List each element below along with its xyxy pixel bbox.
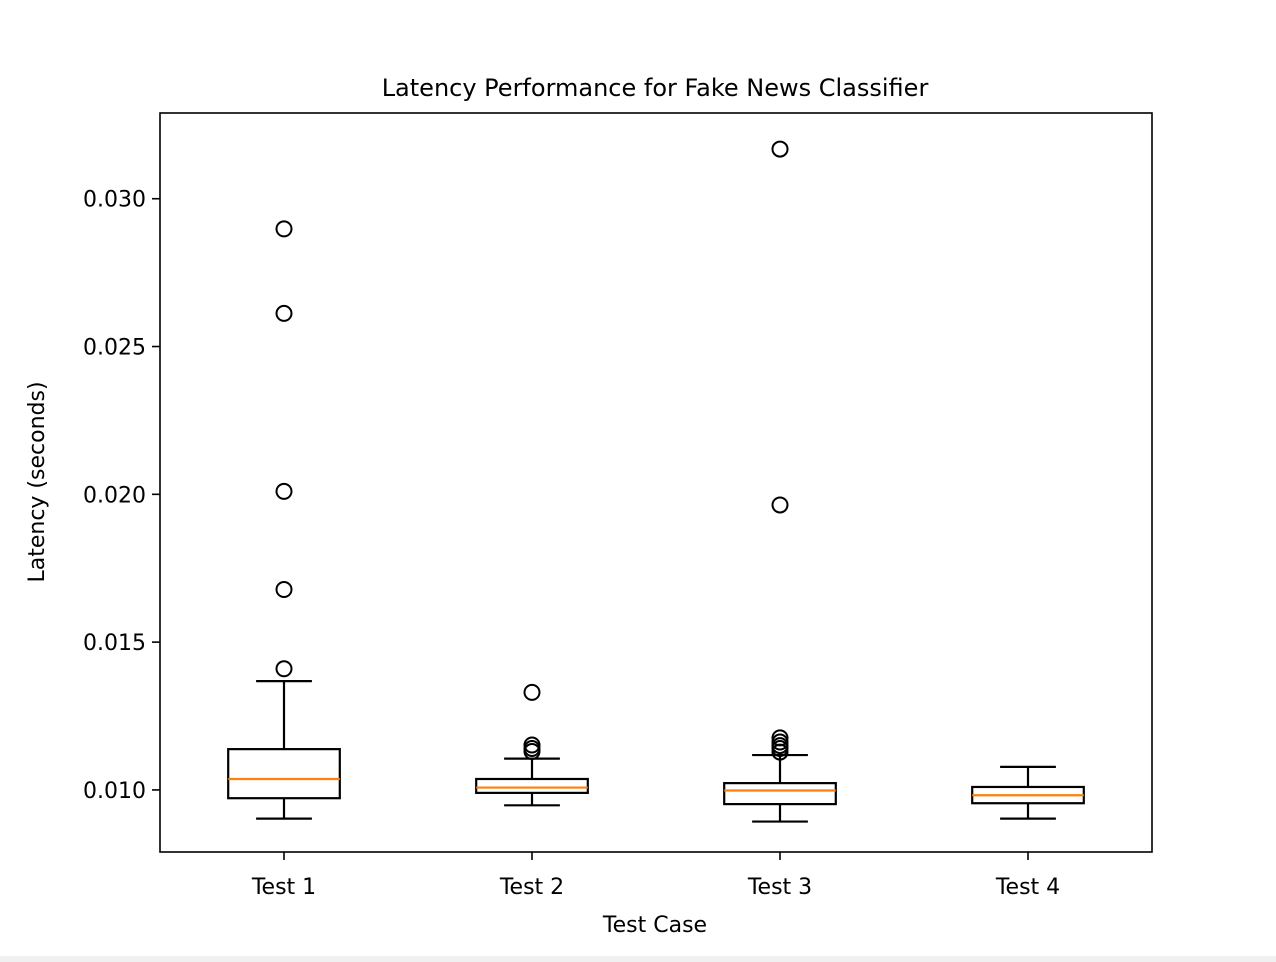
outlier-point — [523, 683, 541, 701]
outlier-point — [275, 220, 293, 238]
y-tick-label: 0.010 — [83, 779, 146, 804]
plot-frame — [159, 112, 1153, 853]
outlier-point — [771, 733, 789, 751]
outlier-point — [275, 482, 293, 500]
outlier-point — [771, 496, 789, 514]
box-iqr — [723, 782, 837, 806]
y-tick-label: 0.025 — [83, 336, 146, 361]
x-tick-label: Test 4 — [995, 875, 1060, 900]
box-iqr — [227, 748, 341, 800]
x-tick-label: Test 3 — [747, 875, 812, 900]
outlier-point — [771, 140, 789, 158]
y-tick-label: 0.020 — [83, 483, 146, 508]
x-tick-label: Test 2 — [499, 875, 564, 900]
box-iqr — [475, 777, 589, 794]
y-tick-label: 0.015 — [83, 631, 146, 656]
y-axis-label: Latency (seconds) — [25, 381, 50, 582]
outlier-point — [523, 736, 541, 754]
chart-title: Latency Performance for Fake News Classi… — [382, 74, 929, 102]
outlier-point — [275, 304, 293, 322]
outlier-point — [275, 581, 293, 599]
outlier-point — [771, 729, 789, 747]
y-tick-label: 0.030 — [83, 188, 146, 213]
x-tick-label: Test 1 — [251, 875, 316, 900]
footer-divider — [0, 956, 1276, 962]
outlier-point — [275, 660, 293, 678]
x-axis-label: Test Case — [602, 913, 707, 938]
